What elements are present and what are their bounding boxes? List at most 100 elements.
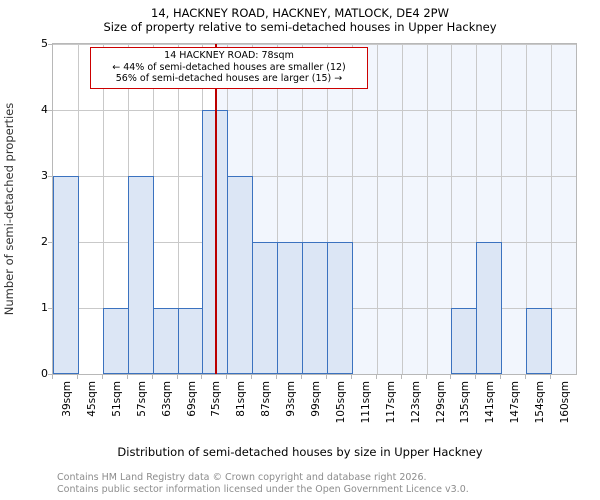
x-tick-label: 51sqm bbox=[111, 381, 123, 417]
x-tick-label: 117sqm bbox=[385, 381, 397, 424]
x-tick-label: 105sqm bbox=[335, 381, 347, 424]
histogram-bar bbox=[53, 176, 79, 374]
histogram-bar bbox=[178, 308, 203, 374]
histogram-bar bbox=[327, 242, 353, 374]
x-tick-mark bbox=[426, 375, 427, 379]
y-tick-label: 2 bbox=[41, 235, 48, 248]
y-tick-mark bbox=[48, 308, 52, 309]
grid-line-vertical bbox=[451, 44, 452, 374]
page-title: 14, HACKNEY ROAD, HACKNEY, MATLOCK, DE4 … bbox=[151, 6, 449, 20]
y-tick-label: 3 bbox=[41, 169, 48, 182]
x-tick-label: 160sqm bbox=[559, 381, 571, 424]
x-tick-mark bbox=[351, 375, 352, 379]
x-tick-mark bbox=[102, 375, 103, 379]
grid-line-vertical bbox=[103, 44, 104, 374]
x-tick-mark bbox=[52, 375, 53, 379]
histogram-bar bbox=[227, 176, 253, 374]
grid-line-horizontal bbox=[53, 44, 576, 45]
y-tick-mark bbox=[48, 374, 52, 375]
y-tick-mark bbox=[48, 110, 52, 111]
x-tick-label: 135sqm bbox=[459, 381, 471, 424]
histogram-bar bbox=[252, 242, 278, 374]
y-tick-mark bbox=[48, 44, 52, 45]
x-axis-label: Distribution of semi-detached houses by … bbox=[117, 445, 483, 459]
x-tick-mark bbox=[77, 375, 78, 379]
x-tick-label: 123sqm bbox=[410, 381, 422, 424]
grid-line-vertical bbox=[327, 44, 328, 374]
footer-attribution: Contains HM Land Registry data © Crown c… bbox=[57, 472, 597, 495]
x-tick-label: 87sqm bbox=[260, 381, 272, 417]
histogram-bar bbox=[153, 308, 179, 374]
y-tick-mark bbox=[48, 176, 52, 177]
grid-line-vertical bbox=[277, 44, 278, 374]
x-tick-label: 147sqm bbox=[509, 381, 521, 424]
annotation-line-3: 56% of semi-detached houses are larger (… bbox=[115, 73, 343, 84]
histogram-bar bbox=[476, 242, 502, 374]
x-tick-label: 129sqm bbox=[435, 381, 447, 424]
x-tick-label: 63sqm bbox=[161, 381, 173, 417]
x-tick-label: 141sqm bbox=[484, 381, 496, 424]
x-tick-label: 45sqm bbox=[86, 381, 98, 417]
x-tick-mark bbox=[201, 375, 202, 379]
y-tick-label: 1 bbox=[41, 301, 48, 314]
x-tick-mark bbox=[177, 375, 178, 379]
x-tick-mark bbox=[276, 375, 277, 379]
x-tick-mark bbox=[251, 375, 252, 379]
property-annotation-box: 14 HACKNEY ROAD: 78sqm ← 44% of semi-det… bbox=[90, 47, 368, 89]
grid-line-vertical bbox=[377, 44, 378, 374]
x-axis-ticks: 39sqm 45sqm 51sqm 57sqm 63sqm 69sqm 75sqm 81sqm… bbox=[52, 375, 577, 445]
x-tick-label: 69sqm bbox=[186, 381, 198, 417]
grid-line-vertical bbox=[178, 44, 179, 374]
histogram-bar bbox=[277, 242, 303, 374]
histogram-plot-area bbox=[52, 43, 577, 375]
y-tick-label: 0 bbox=[41, 367, 48, 380]
grid-line-vertical bbox=[501, 44, 502, 374]
grid-line-horizontal bbox=[53, 176, 576, 177]
histogram-bar bbox=[451, 308, 477, 374]
grid-line-horizontal bbox=[53, 110, 576, 111]
x-tick-mark bbox=[301, 375, 302, 379]
histogram-bar bbox=[302, 242, 328, 374]
x-tick-mark bbox=[475, 375, 476, 379]
x-tick-mark bbox=[376, 375, 377, 379]
histogram-bar bbox=[526, 308, 552, 374]
y-axis-ticks: 0 1 2 3 4 5 bbox=[0, 37, 52, 380]
x-tick-label: 111sqm bbox=[360, 381, 372, 424]
grid-line-vertical bbox=[526, 44, 527, 374]
x-tick-label: 154sqm bbox=[534, 381, 546, 424]
grid-line-vertical bbox=[402, 44, 403, 374]
y-tick-label: 4 bbox=[41, 103, 48, 116]
footer-line-1: Contains HM Land Registry data © Crown c… bbox=[57, 472, 427, 483]
x-tick-label: 39sqm bbox=[61, 381, 73, 417]
y-axis-label: Number of semi-detached properties bbox=[2, 102, 16, 316]
annotation-line-2: ← 44% of semi-detached houses are smalle… bbox=[112, 61, 346, 73]
x-tick-mark bbox=[326, 375, 327, 379]
y-tick-mark bbox=[48, 242, 52, 243]
x-tick-label: 57sqm bbox=[136, 381, 148, 417]
grid-line-vertical bbox=[551, 44, 552, 374]
x-tick-mark bbox=[226, 375, 227, 379]
x-tick-mark bbox=[450, 375, 451, 379]
page-subtitle: Size of property relative to semi-detach… bbox=[103, 20, 497, 34]
annotation-line-1: 14 HACKNEY ROAD: 78sqm bbox=[164, 50, 294, 61]
x-tick-mark bbox=[500, 375, 501, 379]
x-tick-label: 99sqm bbox=[310, 381, 322, 417]
footer-line-2: Contains public sector information licen… bbox=[57, 483, 469, 495]
grid-line-vertical bbox=[352, 44, 353, 374]
grid-line-vertical bbox=[476, 44, 477, 374]
x-tick-mark bbox=[401, 375, 402, 379]
histogram-bar bbox=[128, 176, 154, 374]
grid-line-vertical bbox=[427, 44, 428, 374]
x-tick-label: 75sqm bbox=[210, 381, 222, 417]
x-tick-mark bbox=[127, 375, 128, 379]
x-tick-mark bbox=[152, 375, 153, 379]
x-tick-mark bbox=[550, 375, 551, 379]
grid-line-vertical bbox=[302, 44, 303, 374]
x-tick-mark bbox=[525, 375, 526, 379]
x-tick-label: 93sqm bbox=[285, 381, 297, 417]
histogram-bar bbox=[103, 308, 129, 374]
y-tick-label: 5 bbox=[41, 37, 48, 50]
property-size-marker-line bbox=[215, 44, 217, 374]
x-tick-label: 81sqm bbox=[235, 381, 247, 417]
